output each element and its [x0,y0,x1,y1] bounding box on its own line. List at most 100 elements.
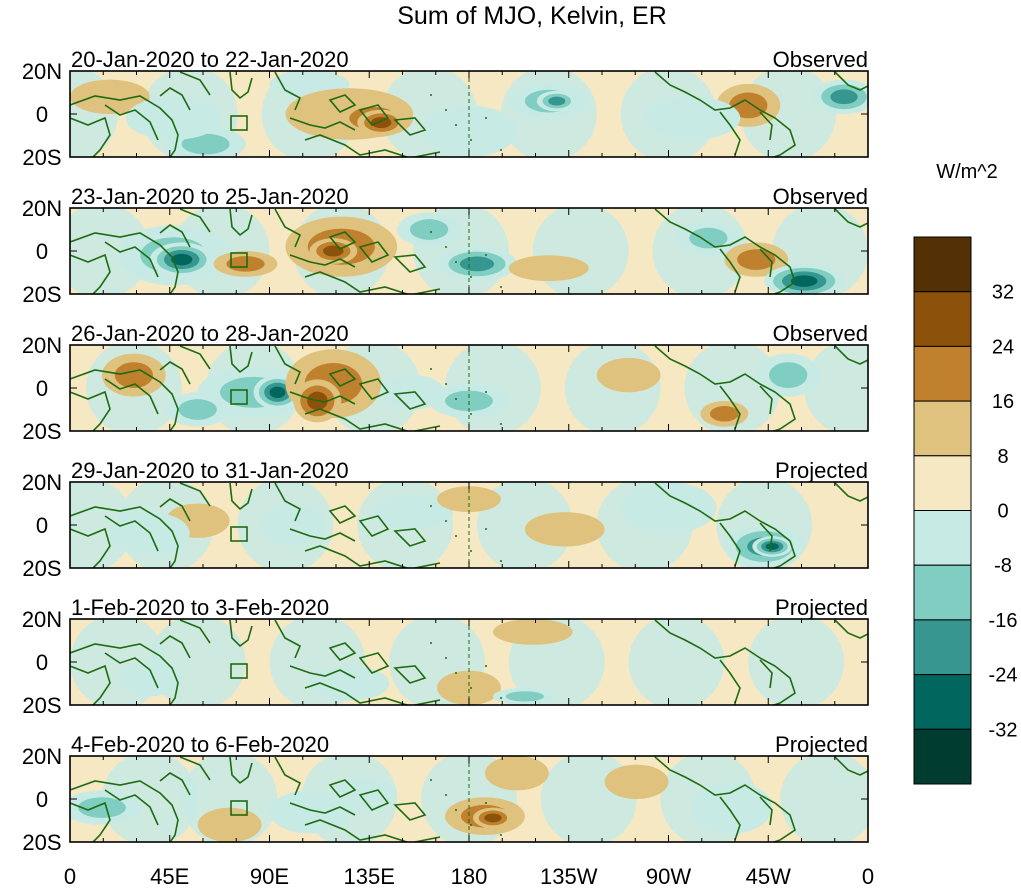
anomaly-field [70,208,868,294]
colorbar-level: 0 [997,501,1008,523]
colorbar-level: 24 [992,336,1014,358]
colorbar-swatch [913,564,972,621]
panel-status: Observed [773,47,868,72]
latitude-label: 20S [22,693,61,718]
colorbar-level: -24 [989,665,1018,687]
anomaly-contour [125,96,222,140]
panel-date-range: 23-Jan-2020 to 25-Jan-2020 [71,184,349,209]
anomaly-contour [197,807,262,842]
longitude-label: 180 [451,864,488,889]
panel-status: Observed [773,321,868,346]
anomaly-contour [709,406,739,422]
anomaly-contour [604,764,669,799]
field-band [804,345,868,431]
panel-6: 4-Feb-2020 to 6-Feb-2020 Projected [69,732,869,843]
latitude-label: 20N [22,470,62,495]
colorbar-swatch [913,291,972,347]
anomaly-contour [269,386,286,399]
colorbar-level: 16 [992,391,1014,413]
anomaly-contour [729,92,768,119]
longitude-label: 45W [746,864,791,889]
panel-4: 29-Jan-2020 to 31-Jan-2020 Projected [69,458,869,569]
colorbar-swatch [913,236,972,293]
colorbar-swatch [913,674,972,730]
anomaly-contour [171,253,193,266]
colorbar-level: 32 [992,282,1014,304]
panel-date-range: 29-Jan-2020 to 31-Jan-2020 [71,458,349,483]
anomaly-field [70,482,868,568]
anomaly-contour [830,89,858,105]
anomaly-contour [70,79,150,115]
panel-date-range: 4-Feb-2020 to 6-Feb-2020 [71,732,329,757]
latitude-label: 0 [36,102,48,127]
anomaly-contour [596,357,661,393]
anomaly-contour [508,255,589,282]
panel-date-range: 1-Feb-2020 to 3-Feb-2020 [71,595,329,620]
anomaly-contour [689,227,728,249]
colorbar-level: -16 [989,610,1018,632]
field-band [748,619,845,705]
latitude-label: 20S [22,556,61,581]
colorbar-swatch [913,400,972,457]
anomaly-contour [373,494,454,530]
latitude-label: 20N [22,59,62,84]
anomaly-contour [692,781,773,834]
colorbar-swatch [913,345,972,402]
colorbar-level: -8 [994,555,1012,577]
panel-date-range: 20-Jan-2020 to 22-Jan-2020 [71,47,349,72]
anomaly-contour [790,275,818,287]
anomaly-field [70,71,868,157]
field-band [540,756,637,842]
anomaly-contour [548,96,566,106]
panel-5: 1-Feb-2020 to 3-Feb-2020 Projected [69,595,869,706]
anomaly-contour [181,133,230,155]
anomaly-contour [114,362,153,388]
latitude-label: 20S [22,419,61,444]
colorbar-labels: 32 24 16 8 0 -8 -16 -24 -32 [989,282,1018,742]
latitude-labels: 20N 0 20S 20N 0 20S 20N 0 20S 20N 0 20S 20N 0 20S 20N 0 2… [22,59,62,855]
anomaly-contour [77,797,126,818]
longitude-label: 90E [250,864,289,889]
colorbar-level: 8 [997,446,1008,468]
field-band [70,482,134,568]
latitude-label: 20N [22,333,62,358]
latitude-label: 0 [36,787,48,812]
anomaly-contour [117,662,182,697]
anomaly-contour [261,503,326,547]
anomaly-contour [333,777,398,812]
latitude-label: 20N [22,196,62,221]
longitude-label: 0 [862,864,874,889]
latitude-label: 0 [36,513,48,538]
field-band [476,482,573,568]
longitude-label: 135W [540,864,598,889]
anomaly-contour [620,482,717,534]
anomaly-contour [492,619,573,645]
colorbar-swatch [913,728,972,785]
latitude-label: 20S [22,145,61,170]
longitude-label: 0 [64,864,76,889]
anomaly-contour [323,245,344,257]
longitude-label: 90W [646,864,691,889]
field-band [780,756,868,842]
latitude-label: 20N [22,744,62,769]
anomaly-contour [370,117,392,129]
panel-2: 23-Jan-2020 to 25-Jan-2020 Observed [69,184,869,295]
latitude-label: 20S [22,282,61,307]
field-band [532,208,629,294]
longitude-labels: 0 45E 90E 135E 180 135W 90W 45W 0 [64,864,874,889]
panel-status: Projected [775,595,868,620]
anomaly-contour [484,756,549,791]
anomaly-contour [178,399,217,420]
latitude-label: 20N [22,607,62,632]
anomaly-contour [269,790,350,834]
panel-stack: 20-Jan-2020 to 22-Jan-2020 Observed 23-Jan… [69,47,869,843]
colorbar-swatch [913,619,972,676]
anomaly-contour [409,219,449,240]
anomaly-contour [644,96,741,140]
anomaly-contour [524,512,605,547]
latitude-label: 20S [22,830,61,855]
panel-date-range: 26-Jan-2020 to 28-Jan-2020 [71,321,349,346]
anomaly-contour [459,256,495,272]
latitude-label: 0 [36,376,48,401]
